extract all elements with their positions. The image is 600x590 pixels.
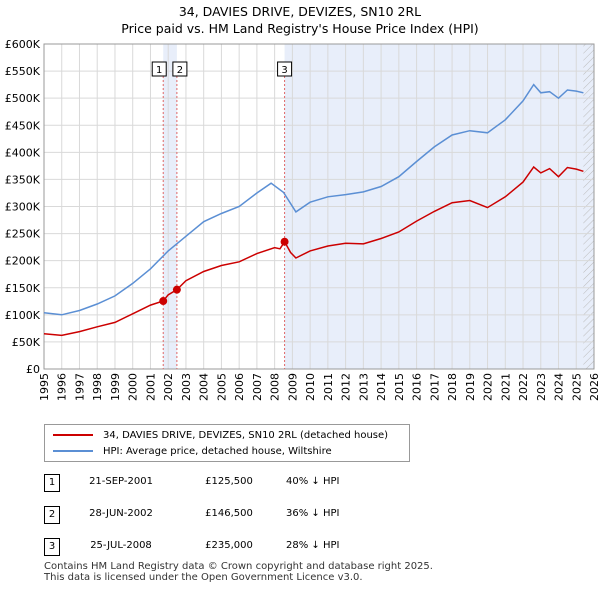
- y-tick-label: £200K: [5, 255, 41, 268]
- x-tick-label: 2011: [322, 373, 335, 401]
- legend: 34, DAVIES DRIVE, DEVIZES, SN10 2RL (det…: [44, 424, 410, 462]
- x-tick-label: 2007: [251, 373, 264, 401]
- x-tick-label: 2009: [286, 373, 299, 401]
- sale-marker-box: [277, 61, 293, 77]
- y-tick-label: £350K: [5, 173, 41, 186]
- price-chart: £0 £50K £100K £150K £200K £250K £300K £350K £400…: [5, 38, 600, 401]
- y-tick-label: £600K: [5, 38, 41, 51]
- sale-price: £125,500: [205, 476, 253, 487]
- sale-number-badge: 3: [44, 538, 60, 556]
- footer-licence: This data is licensed under the Open Gov…: [44, 572, 363, 583]
- legend-label-hpi: HPI: Average price, detached house, Wilt…: [103, 445, 332, 457]
- x-tick-label: 2019: [464, 373, 477, 401]
- sale-price: £146,500: [205, 508, 253, 519]
- sale-hpi-diff: 28% ↓ HPI: [286, 540, 340, 551]
- sale-date: 25-JUL-2008: [90, 540, 152, 551]
- y-tick-label: £50K: [12, 336, 41, 349]
- x-tick-label: 2010: [304, 373, 317, 401]
- footer-attribution: Contains HM Land Registry data © Crown c…: [44, 561, 433, 583]
- x-tick-label: 1998: [91, 373, 104, 401]
- x-tick-label: 2014: [375, 373, 388, 401]
- x-tick-label: 2024: [553, 373, 566, 401]
- sale-number-badge: 1: [44, 474, 60, 492]
- x-tick-label: 2004: [198, 373, 211, 401]
- y-tick-label: £300K: [5, 201, 41, 214]
- x-tick-label: 2006: [233, 373, 246, 401]
- sale-price: £235,000: [205, 540, 253, 551]
- x-tick-label: 2012: [340, 373, 353, 401]
- x-tick-label: 2016: [411, 373, 424, 401]
- sale-row: 3 25-JUL-2008 £235,000 28% ↓ HPI: [44, 538, 544, 556]
- y-tick-label: £100K: [5, 309, 41, 322]
- y-tick-label: £500K: [5, 92, 41, 105]
- sale-marker-label: 2: [177, 65, 183, 76]
- sale-marker-box: [172, 61, 188, 77]
- y-tick-label: £550K: [5, 65, 41, 78]
- x-tick-label: 2021: [499, 373, 512, 401]
- x-tick-label: 2001: [144, 373, 157, 401]
- chart-title: 34, DAVIES DRIVE, DEVIZES, SN10 2RL: [178, 4, 422, 19]
- y-tick-label: £250K: [5, 228, 41, 241]
- x-tick-label: 2013: [357, 373, 370, 401]
- legend-swatch-property: [53, 434, 93, 436]
- x-tick-label: 2003: [180, 373, 193, 401]
- x-tick-label: 1996: [56, 373, 69, 401]
- property-price-line: [43, 165, 584, 337]
- x-tick-label: 2017: [428, 373, 441, 401]
- sale-point: [159, 297, 168, 306]
- hpi-line: [43, 83, 584, 316]
- x-tick-label: 2018: [446, 373, 459, 401]
- legend-label-property: 34, DAVIES DRIVE, DEVIZES, SN10 2RL (det…: [103, 429, 389, 441]
- x-tick-label: 2002: [162, 373, 175, 401]
- x-tick-label: 2022: [517, 373, 530, 401]
- x-tick-label: 1999: [109, 373, 122, 401]
- x-tick-label: 2008: [269, 373, 282, 401]
- x-tick-label: 1997: [73, 373, 86, 401]
- x-tick-label: 2005: [215, 373, 228, 401]
- x-tick-label: 2026: [588, 373, 600, 401]
- sale-date: 28-JUN-2002: [89, 508, 153, 519]
- sale-hpi-diff: 36% ↓ HPI: [286, 508, 340, 519]
- chart-subtitle: Price paid vs. HM Land Registry's House …: [121, 21, 479, 36]
- x-tick-label: 1995: [38, 373, 51, 401]
- x-tick-label: 2020: [482, 373, 495, 401]
- sale-row: 2 28-JUN-2002 £146,500 36% ↓ HPI: [44, 506, 544, 524]
- sale-hpi-diff: 40% ↓ HPI: [286, 476, 340, 487]
- sale-row: 1 21-SEP-2001 £125,500 40% ↓ HPI: [44, 474, 544, 492]
- sale-point: [172, 285, 181, 294]
- x-tick-label: 2025: [570, 373, 583, 401]
- legend-item-property: 34, DAVIES DRIVE, DEVIZES, SN10 2RL (det…: [53, 427, 388, 443]
- footer-copyright: Contains HM Land Registry data © Crown c…: [44, 561, 433, 572]
- x-tick-label: 2023: [535, 373, 548, 401]
- x-tick-label: 2015: [393, 373, 406, 401]
- legend-item-hpi: HPI: Average price, detached house, Wilt…: [53, 443, 332, 459]
- y-tick-label: £150K: [5, 282, 41, 295]
- sale-number-badge: 2: [44, 506, 60, 524]
- sale-point: [280, 237, 289, 246]
- sale-date: 21-SEP-2001: [89, 476, 153, 487]
- y-tick-label: £400K: [5, 146, 41, 159]
- y-tick-label: £0: [26, 363, 40, 376]
- x-tick-label: 2000: [127, 373, 140, 401]
- plot-border: [43, 43, 595, 370]
- y-tick-label: £450K: [5, 119, 41, 132]
- sale-marker-label: 3: [281, 65, 287, 76]
- legend-swatch-hpi: [53, 450, 93, 452]
- sale-marker-box: [151, 61, 167, 77]
- sale-marker-label: 1: [156, 65, 162, 76]
